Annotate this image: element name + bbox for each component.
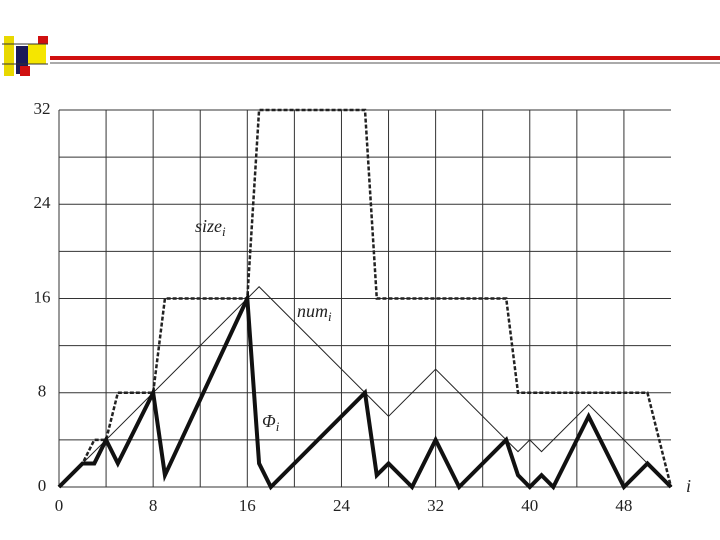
y-tick-label: 32 xyxy=(34,99,51,118)
deco-square xyxy=(28,44,46,64)
series-label: Φi xyxy=(262,411,280,434)
deco-square xyxy=(20,66,30,76)
y-tick-label: 8 xyxy=(38,382,47,401)
series-line xyxy=(58,108,673,488)
y-tick-label: 16 xyxy=(34,287,51,306)
deco-square xyxy=(4,36,14,76)
y-tick-label: 24 xyxy=(34,193,52,212)
x-tick-label: 48 xyxy=(615,496,632,515)
series-line xyxy=(57,290,673,491)
series-name: size xyxy=(195,216,222,236)
x-tick-label: 0 xyxy=(55,496,64,515)
x-axis-label: i xyxy=(686,476,691,496)
header-decoration xyxy=(2,36,720,76)
series-name: Φ xyxy=(262,411,276,431)
series-line xyxy=(58,286,672,488)
deco-square xyxy=(38,36,48,44)
series-subscript: i xyxy=(222,224,226,239)
series-name: num xyxy=(297,301,328,321)
x-tick-label: 16 xyxy=(239,496,256,515)
y-tick-label: 0 xyxy=(38,476,47,495)
series-label: sizei xyxy=(195,216,226,239)
x-tick-label: 8 xyxy=(149,496,158,515)
x-tick-label: 40 xyxy=(521,496,538,515)
series-subscript: i xyxy=(328,309,332,324)
series-subscript: i xyxy=(276,419,280,434)
x-tick-label: 32 xyxy=(427,496,444,515)
x-tick-label: 24 xyxy=(333,496,351,515)
series-label: numi xyxy=(297,301,332,324)
